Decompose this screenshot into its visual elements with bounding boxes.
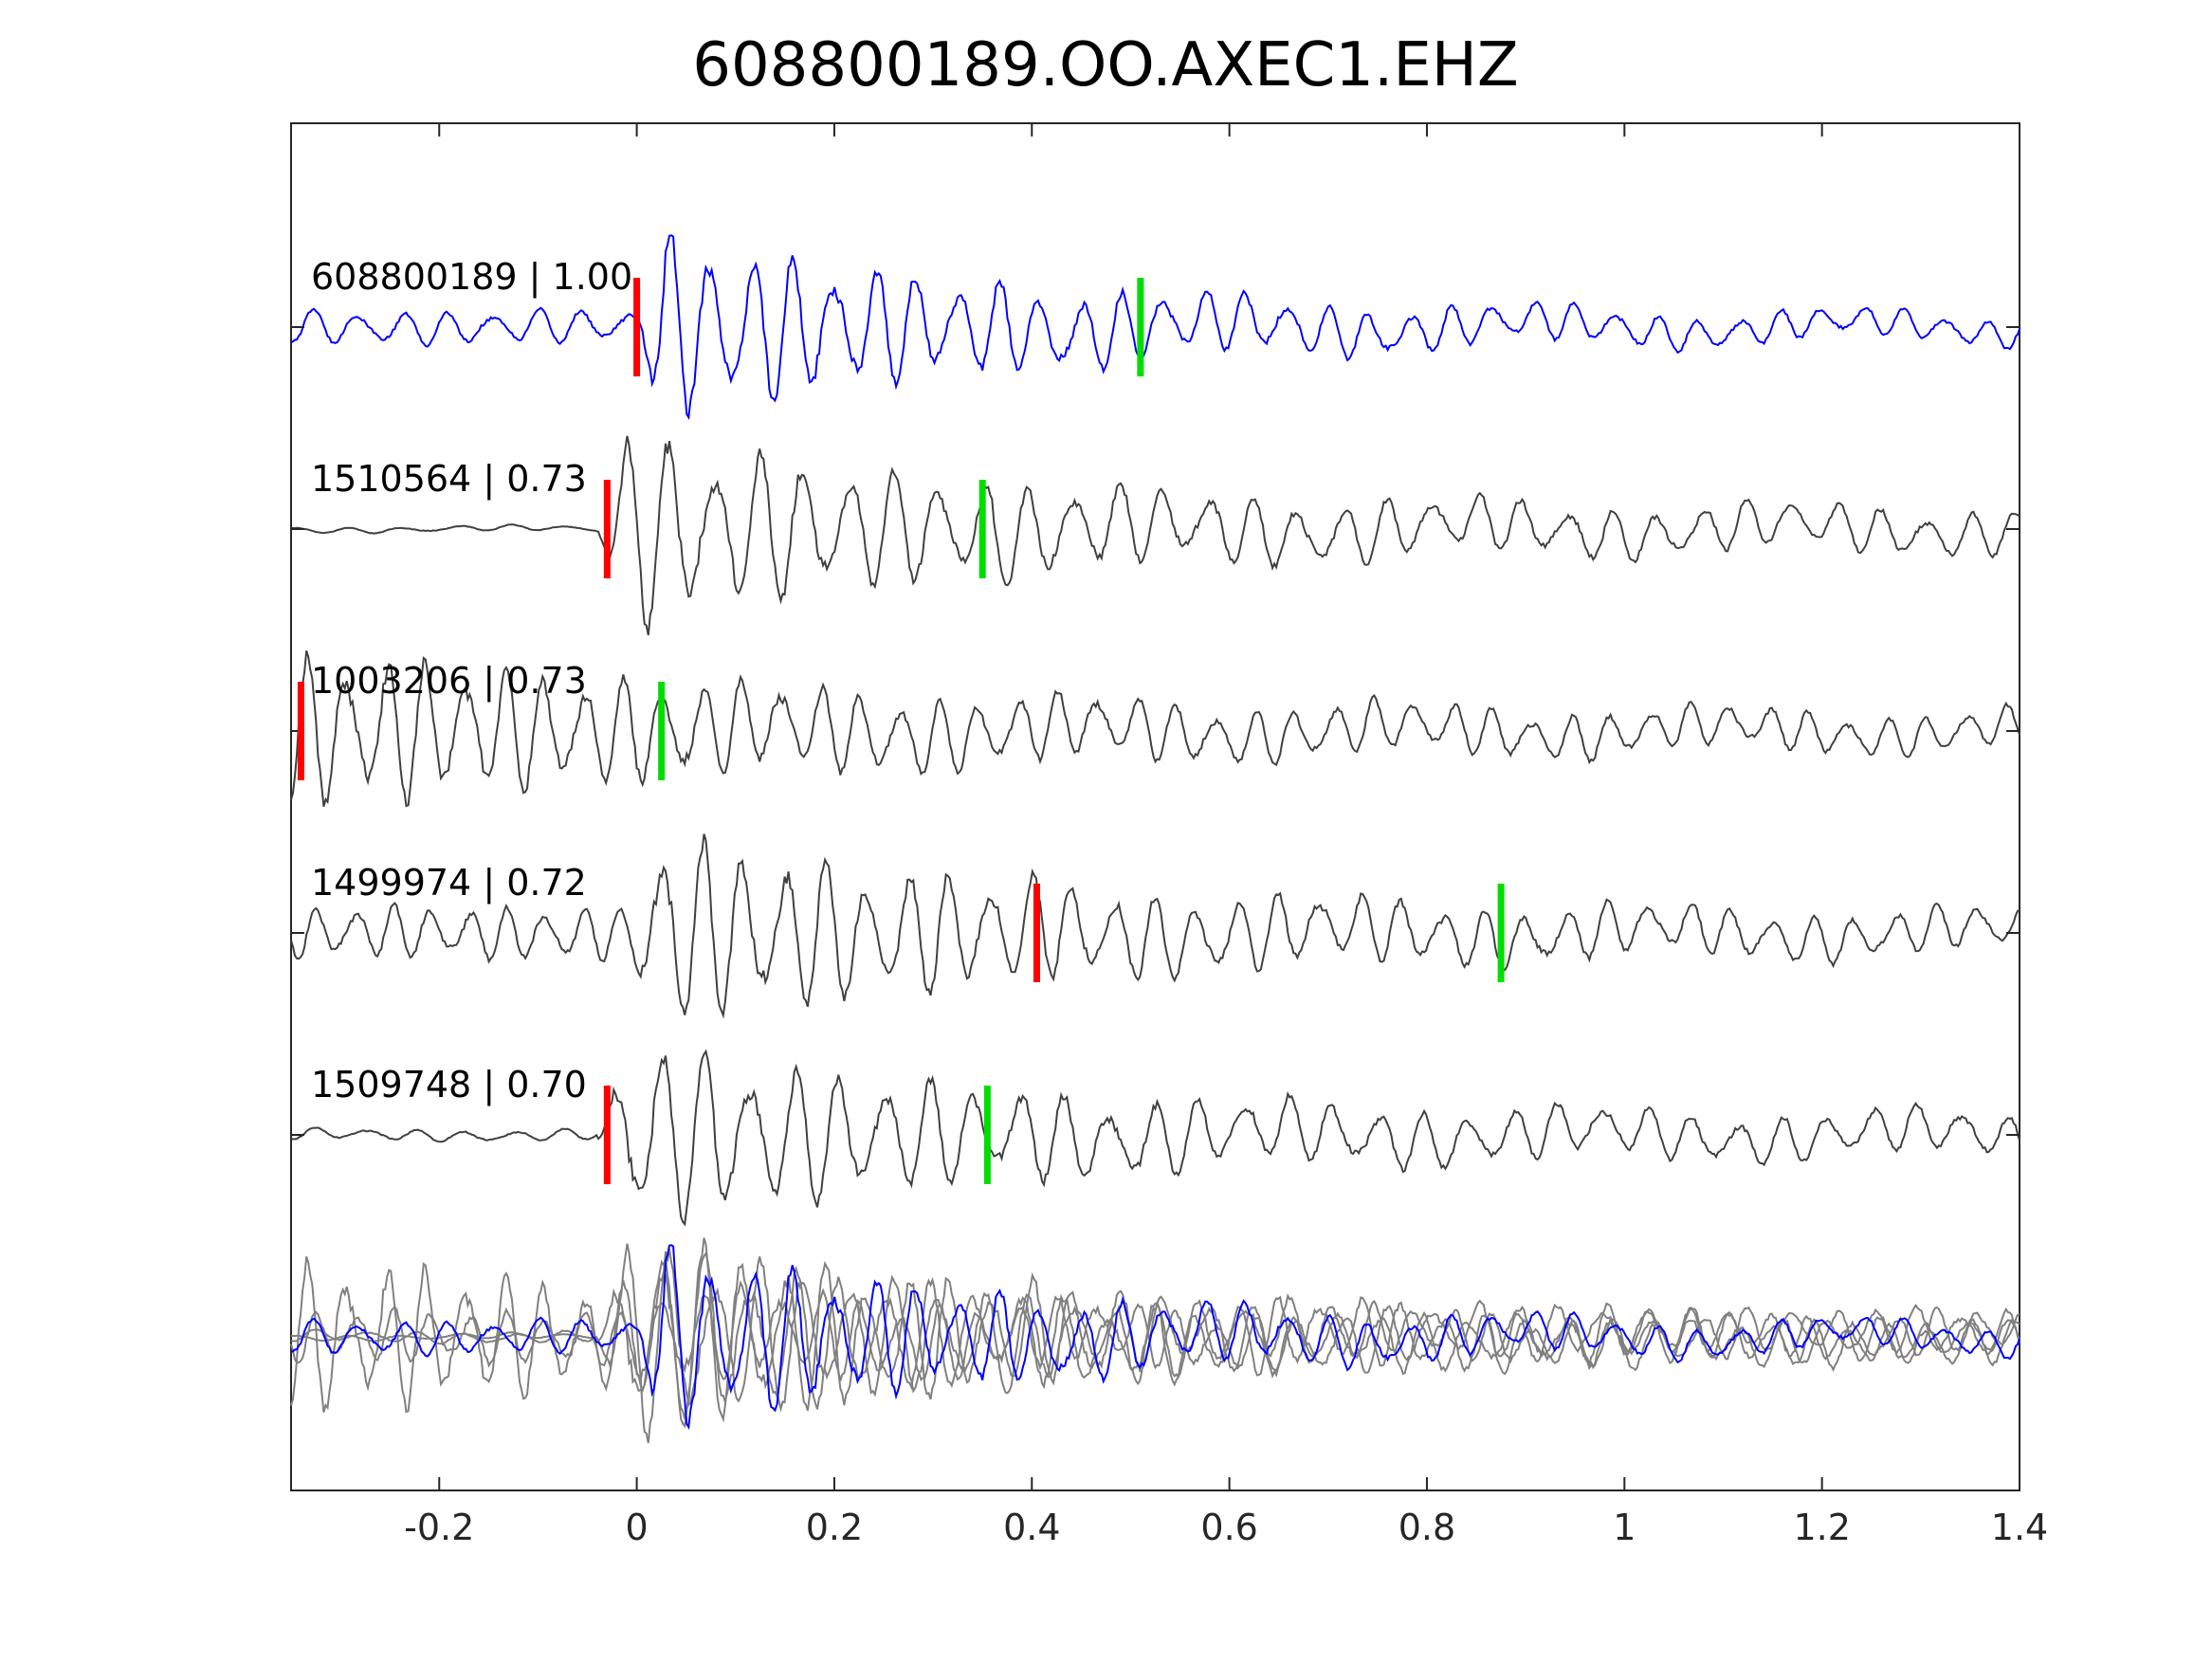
trace-label: 1499974 | 0.72 bbox=[311, 862, 587, 905]
trace-label: 1509748 | 0.70 bbox=[311, 1064, 587, 1106]
x-tick-label: 0 bbox=[626, 1507, 649, 1548]
x-tick-label: 0.6 bbox=[1200, 1507, 1257, 1548]
overlay-stack bbox=[290, 1237, 2020, 1444]
trace-label: 608800189 | 1.00 bbox=[311, 256, 632, 299]
trace-1003206 bbox=[290, 650, 2020, 808]
trace-608800189 bbox=[290, 234, 2020, 421]
x-tick-label: 0.2 bbox=[806, 1507, 863, 1548]
trace-stack: 608800189 | 1.00 1510564 | 0.73 1003206 | … bbox=[290, 234, 2020, 1227]
chart-title: 608800189.OO.AXEC1.EHZ bbox=[692, 30, 1519, 101]
trace-1509748 bbox=[290, 1049, 2020, 1227]
trace-1499974 bbox=[290, 833, 2020, 1019]
x-tick-label: 1.4 bbox=[1991, 1507, 2048, 1548]
x-tick-label: 1 bbox=[1613, 1507, 1636, 1548]
x-tick-label: 0.8 bbox=[1398, 1507, 1455, 1548]
x-tick-label: -0.2 bbox=[404, 1507, 474, 1548]
x-tick-label: 1.2 bbox=[1793, 1507, 1850, 1548]
x-tick-label: 0.4 bbox=[1003, 1507, 1060, 1548]
overlay-trace-608800189 bbox=[290, 1244, 2020, 1431]
plot-frame bbox=[290, 122, 2020, 1491]
trace-label: 1003206 | 0.73 bbox=[311, 660, 587, 703]
trace-1510564 bbox=[290, 435, 2020, 636]
x-axis: -0.2 0 0.2 0.4 0.6 0.8 1 1.2 1.4 bbox=[404, 123, 2048, 1548]
overlay-trace-1499974 bbox=[290, 1237, 2020, 1423]
trace-label: 1510564 | 0.73 bbox=[311, 458, 587, 501]
